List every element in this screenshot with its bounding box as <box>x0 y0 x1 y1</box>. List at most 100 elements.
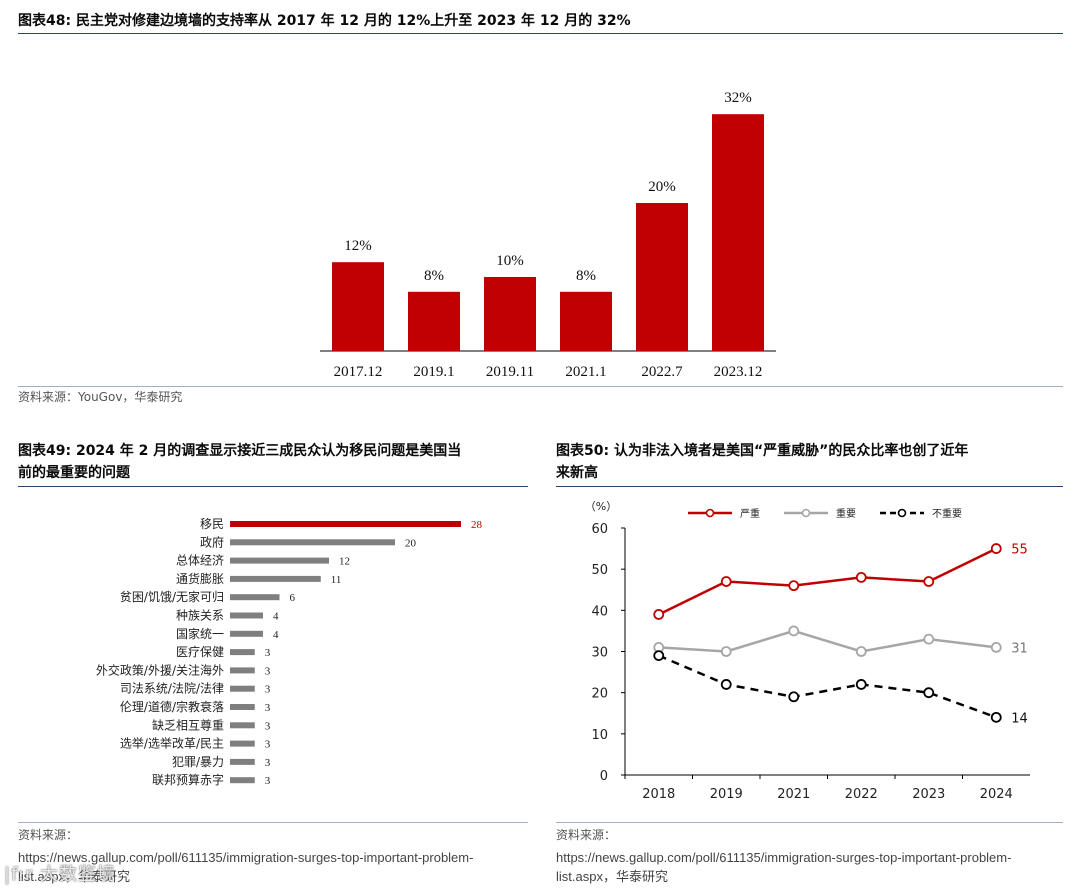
fig49-value-label: 28 <box>471 519 483 531</box>
fig50-y-tick-label: 20 <box>591 687 608 702</box>
fig49-source-url-line2: list.aspx，华泰研究 <box>18 869 130 884</box>
fig50-x-tick-label: 2019 <box>710 787 743 802</box>
fig50-title-line2: 来新高 <box>556 465 598 481</box>
fig48-data-label: 8% <box>576 268 596 284</box>
fig49-category-label: 政府 <box>200 534 224 549</box>
fig49-bar <box>230 575 321 582</box>
fig50-x-tick-label: 2023 <box>912 787 945 802</box>
fig49-value-label: 3 <box>265 720 271 732</box>
fig49-category-label: 联邦预算赤字 <box>152 772 224 787</box>
fig50-y-tick-label: 10 <box>591 728 608 743</box>
fig50-marker <box>855 572 867 583</box>
fig49-bar <box>230 649 255 656</box>
fig50-marker <box>720 679 732 690</box>
fig50-x-tick-label: 2018 <box>642 787 675 802</box>
fig49-title-line2: 前的最重要的问题 <box>18 465 130 481</box>
fig50-legend-label: 严重 <box>740 507 760 520</box>
fig48-x-tick-label: 2021.1 <box>565 364 606 380</box>
fig49-category-label: 通货膨胀 <box>176 571 224 586</box>
fig50-legend-marker <box>897 508 907 518</box>
fig49-value-label: 3 <box>265 684 271 696</box>
fig50-marker <box>720 646 732 657</box>
fig49-value-label: 3 <box>265 702 271 714</box>
fig50-marker <box>788 691 800 703</box>
fig50-marker <box>653 650 665 662</box>
fig50-marker <box>855 679 867 690</box>
fig49-source-rule <box>18 822 528 823</box>
fig50-marker <box>923 633 935 645</box>
fig50-marker <box>990 711 1002 723</box>
fig49-category-label: 国家统一 <box>176 626 224 641</box>
watermark: |f:r 大数鉴境 <box>4 864 116 885</box>
fig49-category-label: 选举/选举改革/民主 <box>120 737 224 751</box>
fig48-source-rule <box>18 386 1063 387</box>
fig49-category-label: 移民 <box>200 517 224 531</box>
fig49-bar <box>230 557 329 564</box>
fig50-y-tick-label: 0 <box>600 769 608 784</box>
fig49-title-line1: 图表49: 2024 年 2 月的调查显示接近三成民众认为移民问题是美国当 <box>18 443 462 459</box>
fig50-end-label: 31 <box>1011 641 1028 656</box>
fig49-value-label: 3 <box>265 665 271 677</box>
fig50-series-line <box>658 547 997 616</box>
fig49-category-label: 外交政策/外援/关注海外 <box>96 662 224 677</box>
fig50-marker <box>788 625 800 637</box>
fig50-source-rule <box>556 822 1063 823</box>
fig50-source-label: 资料来源： <box>556 828 617 842</box>
fig50-legend-label: 重要 <box>836 507 856 520</box>
fig48-title: 图表48: 民主党对修建边境墙的支持率从 2017 年 12 月的 12%上升至… <box>18 13 631 29</box>
fig48-x-tick-label: 2023.12 <box>714 364 763 380</box>
fig50-source-url-line2: list.aspx，华泰研究 <box>556 869 668 884</box>
fig48-bar <box>560 291 612 351</box>
fig50-marker <box>923 687 935 699</box>
fig49-value-label: 3 <box>265 739 271 751</box>
fig49-bar <box>230 722 255 729</box>
fig48-data-label: 32% <box>724 90 752 106</box>
fig49-bar <box>230 539 395 546</box>
fig48-x-tick-label: 2022.7 <box>641 364 683 380</box>
fig49-bar <box>230 630 263 637</box>
fig49-bar <box>230 667 255 674</box>
fig49-category-label: 犯罪/暴力 <box>172 755 224 769</box>
fig48-data-label: 10% <box>496 253 524 269</box>
fig49-value-label: 12 <box>339 556 350 568</box>
fig48-x-tick-label: 2019.1 <box>413 364 454 380</box>
fig50-title: 图表50: 认为非法入境者是美国“严重威胁”的民众比率也创了近年 来新高 <box>556 440 1066 484</box>
fig50-legend-marker <box>705 508 715 518</box>
fig49-value-label: 6 <box>290 592 296 604</box>
fig49-bar <box>230 777 255 784</box>
fig49-category-label: 贫困/饥饿/无家可归 <box>120 589 224 604</box>
fig50-y-tick-label: 50 <box>591 563 608 578</box>
fig50-x-tick-label: 2022 <box>845 787 878 802</box>
fig50-y-tick-label: 60 <box>591 522 608 537</box>
fig49-bar <box>230 612 263 619</box>
fig48-x-tick-label: 2017.12 <box>334 364 383 380</box>
fig50-end-label: 14 <box>1011 711 1028 726</box>
fig49-category-label: 医疗保健 <box>176 645 224 659</box>
fig50-title-rule <box>556 486 1063 487</box>
fig49-value-label: 20 <box>405 537 417 549</box>
fig50-marker <box>923 576 935 587</box>
fig48-data-label: 8% <box>424 268 444 284</box>
fig49-category-label: 种族关系 <box>176 609 224 623</box>
fig50-series-line <box>658 629 997 653</box>
fig48-bar <box>408 291 460 351</box>
fig48-bar <box>712 114 764 351</box>
fig50-y-unit: （%） <box>585 500 617 513</box>
fig49-bar <box>230 521 461 527</box>
fig49-category-label: 司法系统/法院/法律 <box>120 682 224 696</box>
fig50-title-line1: 图表50: 认为非法入境者是美国“严重威胁”的民众比率也创了近年 <box>556 443 969 459</box>
fig50-y-tick-label: 30 <box>591 646 608 661</box>
fig50-marker <box>653 609 665 620</box>
fig49-category-label: 伦理/道德/宗教衰落 <box>120 699 224 714</box>
fig50-end-label: 55 <box>1011 543 1028 558</box>
fig49-value-label: 4 <box>273 611 279 623</box>
fig49-value-label: 3 <box>265 775 271 787</box>
fig49-bar <box>230 740 255 747</box>
fig50-source-url-line1: https://news.gallup.com/poll/611135/immi… <box>556 850 1012 865</box>
fig50-marker <box>990 641 1002 653</box>
fig48-x-tick-label: 2019.11 <box>486 364 534 380</box>
fig48-data-label: 12% <box>344 238 372 254</box>
fig50-legend-marker <box>801 508 811 518</box>
fig49-bar <box>230 704 255 710</box>
